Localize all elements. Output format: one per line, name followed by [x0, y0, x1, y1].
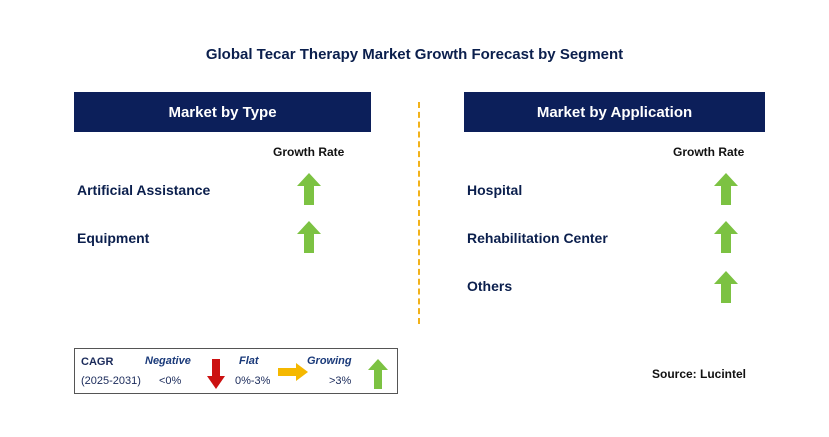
application-item-others: Others: [467, 278, 513, 294]
application-item-hospital: Hospital: [467, 182, 523, 198]
left-growth-rate-label: Growth Rate: [273, 145, 345, 159]
legend-flat-range: 0%-3%: [235, 375, 271, 387]
growing-arrow-icon: [714, 271, 738, 303]
growing-arrow-icon: [297, 221, 321, 253]
cagr-legend: CAGR (2025-2031) Negative <0% Flat 0%-3%…: [74, 348, 398, 394]
panel-divider: [418, 102, 420, 324]
legend-flat-label: Flat: [239, 355, 259, 367]
chart-title: Global Tecar Therapy Market Growth Forec…: [205, 46, 624, 63]
growing-arrow-icon: [368, 359, 388, 389]
market-by-application-header: Market by Application: [464, 92, 765, 132]
right-growth-rate-label: Growth Rate: [673, 145, 745, 159]
flat-arrow-icon: [278, 363, 308, 381]
growing-arrow-icon: [297, 173, 321, 205]
legend-negative-label: Negative: [145, 355, 191, 367]
market-by-type-header: Market by Type: [74, 92, 371, 132]
growing-arrow-icon: [714, 173, 738, 205]
growing-arrow-icon: [714, 221, 738, 253]
type-item-equipment: Equipment: [77, 230, 150, 246]
negative-arrow-icon: [207, 359, 225, 389]
source-note: Source: Lucintel: [652, 367, 747, 381]
legend-cagr-label: CAGR: [81, 356, 114, 368]
legend-period: (2025-2031): [81, 375, 141, 387]
legend-growing-label: Growing: [307, 355, 352, 367]
application-item-rehabilitation-center: Rehabilitation Center: [467, 230, 608, 246]
type-item-artificial-assistance: Artificial Assistance: [77, 182, 211, 198]
legend-negative-range: <0%: [159, 375, 182, 387]
legend-growing-range: >3%: [329, 375, 352, 387]
